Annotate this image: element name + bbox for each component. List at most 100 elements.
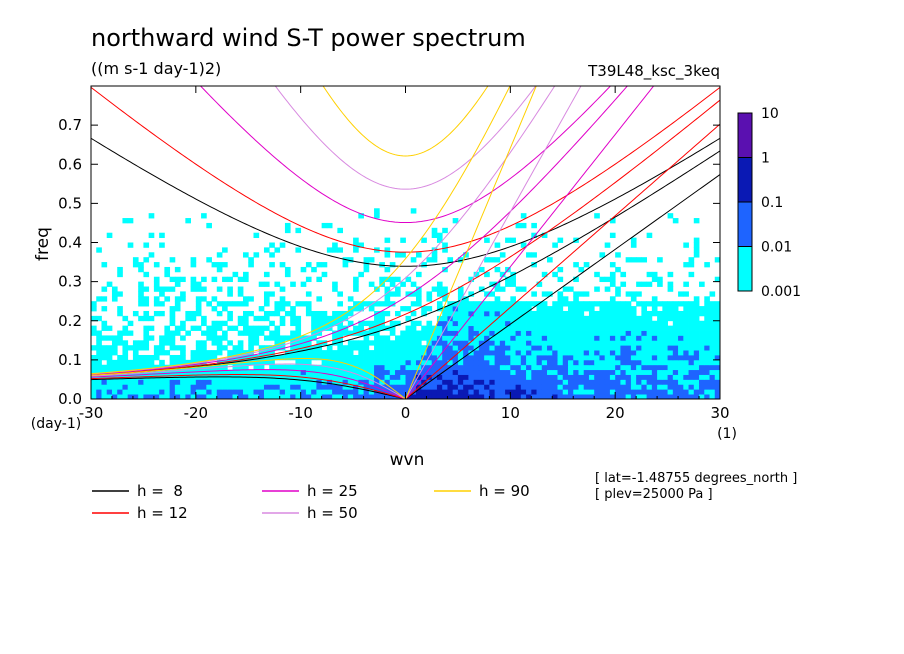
colorbar-segment	[737, 157, 753, 203]
heatmap-cell	[615, 369, 621, 375]
heatmap-cell	[374, 359, 380, 366]
heatmap-cell	[588, 389, 595, 395]
mrg-curve	[91, 86, 556, 375]
heatmap-cell	[468, 306, 475, 312]
heatmap-cell	[604, 350, 611, 356]
heatmap-cell	[688, 350, 695, 356]
heatmap-cell	[662, 364, 668, 371]
heatmap-cell	[127, 394, 134, 399]
heatmap-cell	[452, 315, 459, 322]
heatmap-cell	[426, 345, 433, 351]
heatmap-cell	[515, 354, 522, 361]
heatmap-cell	[269, 335, 275, 341]
heatmap-cell	[494, 374, 501, 380]
heatmap-cell	[615, 301, 621, 307]
heatmap-cell	[274, 310, 281, 317]
heatmap-cell	[101, 384, 108, 390]
heatmap-cell	[557, 276, 564, 283]
heatmap-cell	[190, 384, 197, 390]
heatmap-cell	[122, 384, 129, 390]
heatmap-cell	[536, 384, 543, 390]
heatmap-cell	[174, 276, 181, 283]
heatmap-cell	[169, 389, 176, 395]
heatmap-cell	[374, 208, 380, 214]
heatmap-cell	[436, 301, 443, 307]
heatmap-cell	[379, 374, 385, 380]
heatmap-cell	[714, 340, 720, 346]
heatmap-cell	[195, 369, 202, 375]
heatmap-cell	[253, 379, 260, 385]
heatmap-cell	[552, 271, 558, 278]
heatmap-cell	[222, 320, 228, 327]
heatmap-cell	[101, 306, 108, 312]
heatmap-cell	[400, 335, 406, 341]
heatmap-cell	[620, 315, 627, 322]
heatmap-cell	[363, 266, 370, 273]
heatmap-cell	[153, 310, 160, 317]
heatmap-cell	[552, 345, 558, 351]
heatmap-cell	[641, 310, 648, 317]
heatmap-cell	[195, 345, 202, 351]
heatmap-cell	[657, 345, 663, 351]
heatmap-cell	[148, 374, 155, 380]
heatmap-cell	[646, 374, 653, 380]
heatmap-cell	[190, 257, 197, 263]
heatmap-cell	[342, 394, 349, 399]
heatmap-cell	[442, 359, 448, 366]
heatmap-cell	[96, 330, 102, 336]
heatmap-cell	[531, 384, 537, 390]
heatmap-cell	[368, 364, 375, 371]
heatmap-cell	[300, 354, 307, 361]
heatmap-cell	[305, 384, 312, 390]
heatmap-cell	[704, 394, 710, 399]
heatmap-cell	[667, 340, 674, 346]
heatmap-cell	[478, 306, 485, 312]
heatmap-cell	[489, 364, 496, 371]
heatmap-cell	[709, 354, 716, 361]
heatmap-cell	[457, 369, 464, 375]
heatmap-cell	[594, 330, 600, 336]
heatmap-cell	[672, 389, 679, 395]
heatmap-cell	[368, 325, 375, 331]
heatmap-cell	[300, 301, 307, 307]
heatmap-cell	[290, 320, 296, 327]
heatmap-cell	[347, 374, 354, 380]
heatmap-cell	[326, 222, 333, 229]
heatmap-cell	[573, 369, 579, 375]
heatmap-cell	[494, 306, 501, 312]
heatmap-cell	[132, 354, 139, 361]
heatmap-cell	[646, 271, 653, 278]
heatmap-cell	[400, 237, 406, 243]
heatmap-cell	[353, 394, 359, 399]
heatmap-cell	[547, 389, 553, 395]
heatmap-cell	[436, 281, 443, 287]
heatmap-cell	[594, 394, 600, 399]
heatmap-cell	[599, 330, 606, 336]
heatmap-cell	[153, 281, 160, 287]
heatmap-cell	[583, 325, 590, 331]
heatmap-cell	[489, 384, 496, 390]
heatmap-cell	[599, 325, 606, 331]
heatmap-cell	[122, 389, 129, 395]
heatmap-cell	[494, 340, 501, 346]
heatmap-cell	[442, 296, 448, 302]
rossby-curve	[91, 369, 406, 399]
rossby-curve	[91, 363, 406, 399]
heatmap-cell	[531, 320, 537, 327]
heatmap-cell	[536, 335, 543, 341]
heatmap-cell	[494, 354, 501, 361]
heatmap-cell	[431, 379, 438, 385]
heatmap-cell	[510, 276, 516, 283]
heatmap-cell	[468, 354, 475, 361]
heatmap-cell	[279, 315, 286, 322]
heatmap-cell	[510, 296, 516, 302]
heatmap-cell	[384, 340, 391, 346]
heatmap-cell	[415, 320, 422, 327]
heatmap-cell	[305, 364, 312, 371]
heatmap-cell	[353, 359, 359, 366]
heatmap-cell	[243, 325, 249, 331]
heatmap-cell	[148, 384, 155, 390]
heatmap-cell	[337, 227, 343, 234]
heatmap-cell	[463, 340, 469, 346]
heatmap-cell	[253, 369, 260, 375]
